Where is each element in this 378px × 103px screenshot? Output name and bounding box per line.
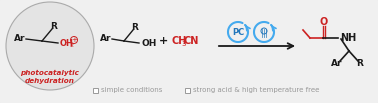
Circle shape — [6, 2, 94, 90]
Text: simple conditions: simple conditions — [101, 87, 163, 93]
Text: dehydration: dehydration — [25, 78, 75, 84]
Text: Ar: Ar — [100, 33, 112, 43]
Text: +: + — [160, 36, 169, 46]
Text: R: R — [51, 22, 57, 30]
Text: CN: CN — [184, 36, 199, 46]
Text: 2: 2 — [70, 43, 73, 48]
Text: PC: PC — [232, 28, 244, 36]
Text: CH: CH — [171, 36, 186, 46]
Bar — [93, 88, 98, 93]
Text: R: R — [356, 60, 363, 68]
Text: R: R — [132, 22, 138, 32]
Text: OH: OH — [141, 39, 156, 47]
Text: O: O — [320, 17, 328, 27]
Text: +: + — [71, 37, 77, 43]
Bar — [185, 88, 190, 93]
Text: 3: 3 — [181, 40, 186, 46]
Text: Ar: Ar — [331, 60, 343, 68]
Text: OH: OH — [60, 39, 74, 47]
Text: NH: NH — [340, 33, 356, 43]
Text: photocatalytic: photocatalytic — [20, 70, 79, 76]
Text: Ar: Ar — [14, 33, 26, 43]
Text: strong acid & high temperature free: strong acid & high temperature free — [193, 87, 319, 93]
